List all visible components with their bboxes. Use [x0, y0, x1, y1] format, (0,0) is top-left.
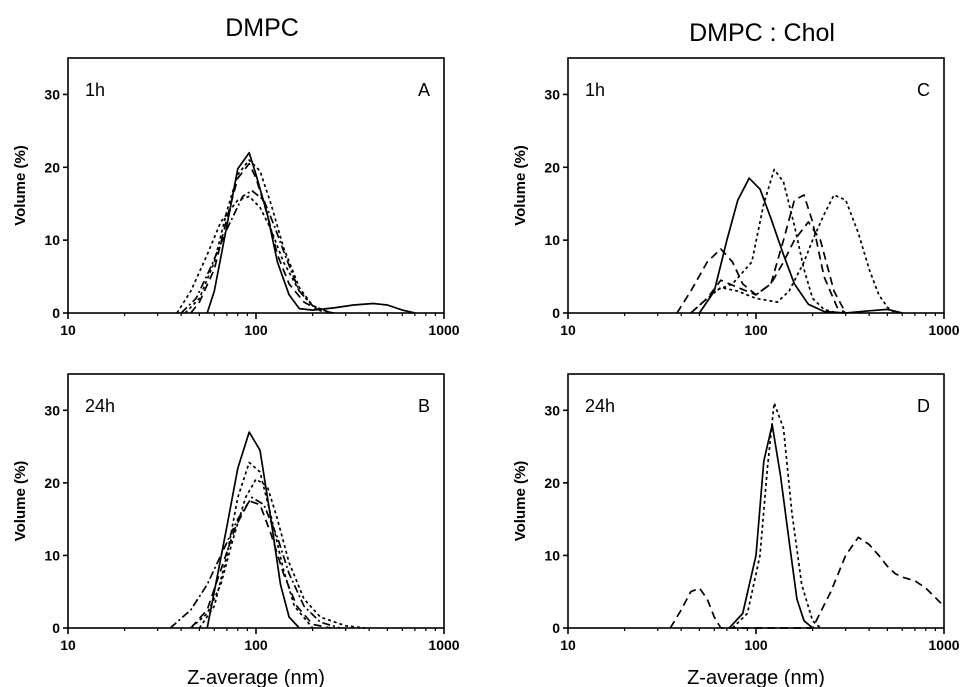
x-tick-label-d-100: 100 — [744, 637, 768, 653]
panel-b-letter: B — [418, 396, 430, 416]
series-line-a-3 — [176, 195, 332, 314]
x-axis-title-b: Z-average (nm) — [187, 667, 325, 687]
x-tick-label-d-10: 10 — [560, 637, 576, 653]
series-line-b-1 — [206, 431, 300, 629]
panel-c-letter: C — [917, 80, 930, 100]
y-tick-label-b-20: 20 — [44, 475, 60, 491]
panel-b-time-label: 24h — [85, 396, 115, 416]
x-tick-label-c-1000: 1000 — [928, 322, 959, 338]
series-line-c-2 — [698, 168, 838, 314]
series-line-a-2 — [190, 162, 335, 314]
y-tick-label-d-20: 20 — [544, 475, 560, 491]
y-tick-label-b-30: 30 — [44, 402, 60, 418]
panel-c-time-label: 1h — [585, 80, 605, 100]
series-line-a-4 — [180, 189, 332, 314]
series-line-a-5 — [184, 159, 332, 314]
x-tick-label-b-100: 100 — [244, 637, 268, 653]
y-tick-label-d-0: 0 — [552, 620, 560, 636]
series-line-d-1 — [728, 423, 814, 629]
series-line-b-2 — [198, 461, 314, 629]
x-tick-label-c-10: 10 — [560, 322, 576, 338]
x-tick-label-c-100: 100 — [744, 322, 768, 338]
panel-b-frame — [67, 373, 445, 629]
series-line-c-5 — [690, 194, 896, 314]
y-axis-title-a: Volume (%) — [12, 145, 29, 226]
panel-a-time-label: 1h — [85, 80, 105, 100]
panel-d-time-label: 24h — [585, 396, 615, 416]
x-axis-title-d: Z-average (nm) — [687, 667, 825, 687]
right-column-title: DMPC : Chol — [689, 19, 835, 47]
y-tick-label-d-10: 10 — [544, 547, 560, 563]
series-line-a-1 — [206, 151, 416, 314]
series-line-c-3 — [676, 194, 847, 314]
x-tick-label-b-10: 10 — [60, 637, 76, 653]
x-tick-label-a-1000: 1000 — [428, 322, 459, 338]
panel-d-letter: D — [917, 396, 930, 416]
series-line-b-4 — [169, 496, 341, 629]
x-tick-label-d-1000: 1000 — [928, 637, 959, 653]
panel-a-frame — [67, 57, 445, 314]
y-tick-label-a-0: 0 — [52, 305, 60, 321]
left-column-title: DMPC — [225, 14, 299, 42]
x-tick-label-b-1000: 1000 — [428, 637, 459, 653]
y-tick-label-c-0: 0 — [552, 305, 560, 321]
y-tick-label-a-10: 10 — [44, 232, 60, 248]
panel-a-letter: A — [418, 80, 430, 100]
series-line-b-3 — [190, 500, 331, 629]
series-line-d-3 — [669, 536, 945, 629]
series-line-b-5 — [190, 478, 366, 629]
y-tick-label-a-30: 30 — [44, 86, 60, 102]
panel-d-frame — [567, 373, 945, 629]
y-tick-label-c-20: 20 — [544, 159, 560, 175]
y-axis-title-c: Volume (%) — [512, 145, 529, 226]
y-tick-label-d-30: 30 — [544, 402, 560, 418]
y-axis-title-b: Volume (%) — [12, 461, 29, 542]
x-tick-label-a-10: 10 — [60, 322, 76, 338]
y-tick-label-a-20: 20 — [44, 159, 60, 175]
y-tick-label-c-30: 30 — [544, 86, 560, 102]
y-axis-title-d: Volume (%) — [512, 461, 529, 542]
series-line-d-2 — [731, 402, 821, 629]
series-line-c-1 — [698, 177, 903, 314]
x-tick-label-a-100: 100 — [244, 322, 268, 338]
y-tick-label-c-10: 10 — [544, 232, 560, 248]
y-tick-label-b-0: 0 — [52, 620, 60, 636]
series-line-c-4 — [690, 221, 847, 314]
y-tick-label-b-10: 10 — [44, 547, 60, 563]
